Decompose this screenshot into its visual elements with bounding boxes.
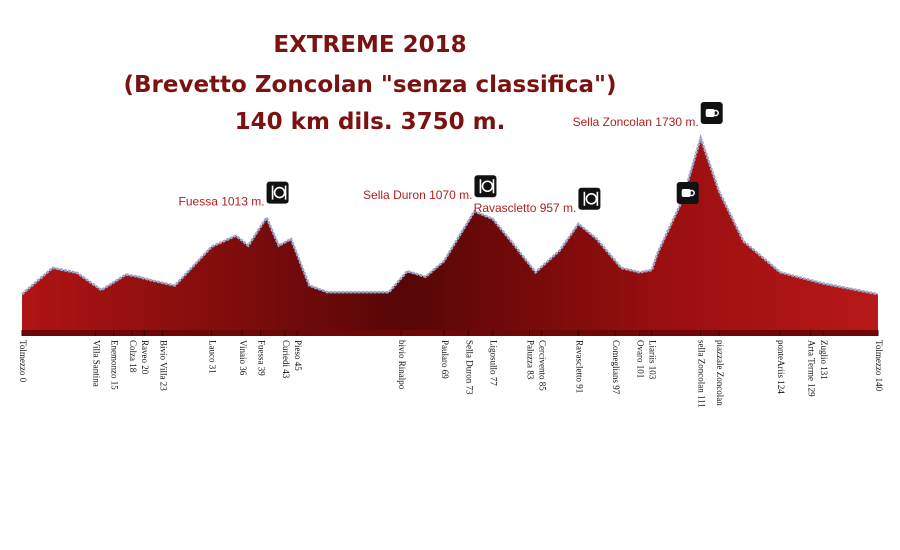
place-label: Bivio Villa 23: [159, 340, 169, 391]
place-label: Lauco 31: [207, 340, 217, 374]
place-label: Cercivento 85: [538, 340, 548, 391]
place-label: piazzale Zoncolan: [715, 340, 725, 406]
title-line: EXTREME 2018: [273, 32, 466, 58]
place-label: Ligosullo 77: [489, 340, 499, 386]
cup: [705, 109, 715, 117]
place-label: Comeglians 97: [611, 340, 621, 395]
plate: [273, 186, 286, 199]
icon: [676, 182, 699, 204]
place-label: Sella Duron 73: [464, 340, 474, 395]
place-label: Pieso 45: [293, 340, 303, 371]
area-fill: [22, 138, 878, 330]
place-label: Raveo 20: [140, 340, 150, 375]
cup: [681, 189, 691, 197]
peak-label: Fuessa 1013 m.: [179, 195, 265, 209]
place-label: Tolmezzo 0: [18, 340, 28, 383]
place-label: Curiedi 43: [281, 340, 291, 379]
plate: [585, 192, 598, 205]
place-label: Ravascletto 91: [574, 340, 584, 393]
icon: [266, 181, 289, 204]
place-label: Ovaro 101: [635, 340, 645, 378]
title-line: (Brevetto Zoncolan "senza classifica"): [123, 72, 616, 98]
place-label: Zuglio 131: [819, 340, 829, 380]
place-label: Arta Terme 129: [807, 340, 817, 397]
place-label: Villa Santina: [91, 340, 101, 387]
place-label: sella Zoncolan 111: [697, 340, 707, 408]
title-line: 140 km dils. 3750 m.: [235, 109, 506, 135]
peak-label: Sella Zoncolan 1730 m.: [573, 115, 699, 129]
base-strip: [22, 330, 878, 336]
icon: [578, 187, 601, 210]
place-label: Enemonzo 15: [110, 340, 120, 390]
place-label: Paularo 69: [440, 340, 450, 379]
place-label: Liariis 103: [648, 340, 658, 380]
peak-label: Sella Duron 1070 m.: [363, 188, 472, 202]
place-label: ponteAriis 124: [776, 340, 786, 394]
cup-handle: [688, 189, 695, 197]
icon: [700, 102, 723, 124]
plate: [481, 180, 494, 193]
place-label: Vinaio 36: [238, 340, 248, 376]
peak-label: Ravascletto 957 m.: [474, 201, 577, 215]
place-label: Tolmezzo 140: [874, 340, 884, 392]
cup-handle: [712, 109, 719, 117]
place-label: bivio Rinalpo: [397, 340, 407, 390]
icon: [474, 175, 497, 198]
place-label: Colza 18: [128, 340, 138, 373]
profile-line: [21, 133, 879, 296]
place-label: Paluzza 83: [525, 340, 535, 380]
place-label: Fuessa 39: [256, 340, 266, 376]
